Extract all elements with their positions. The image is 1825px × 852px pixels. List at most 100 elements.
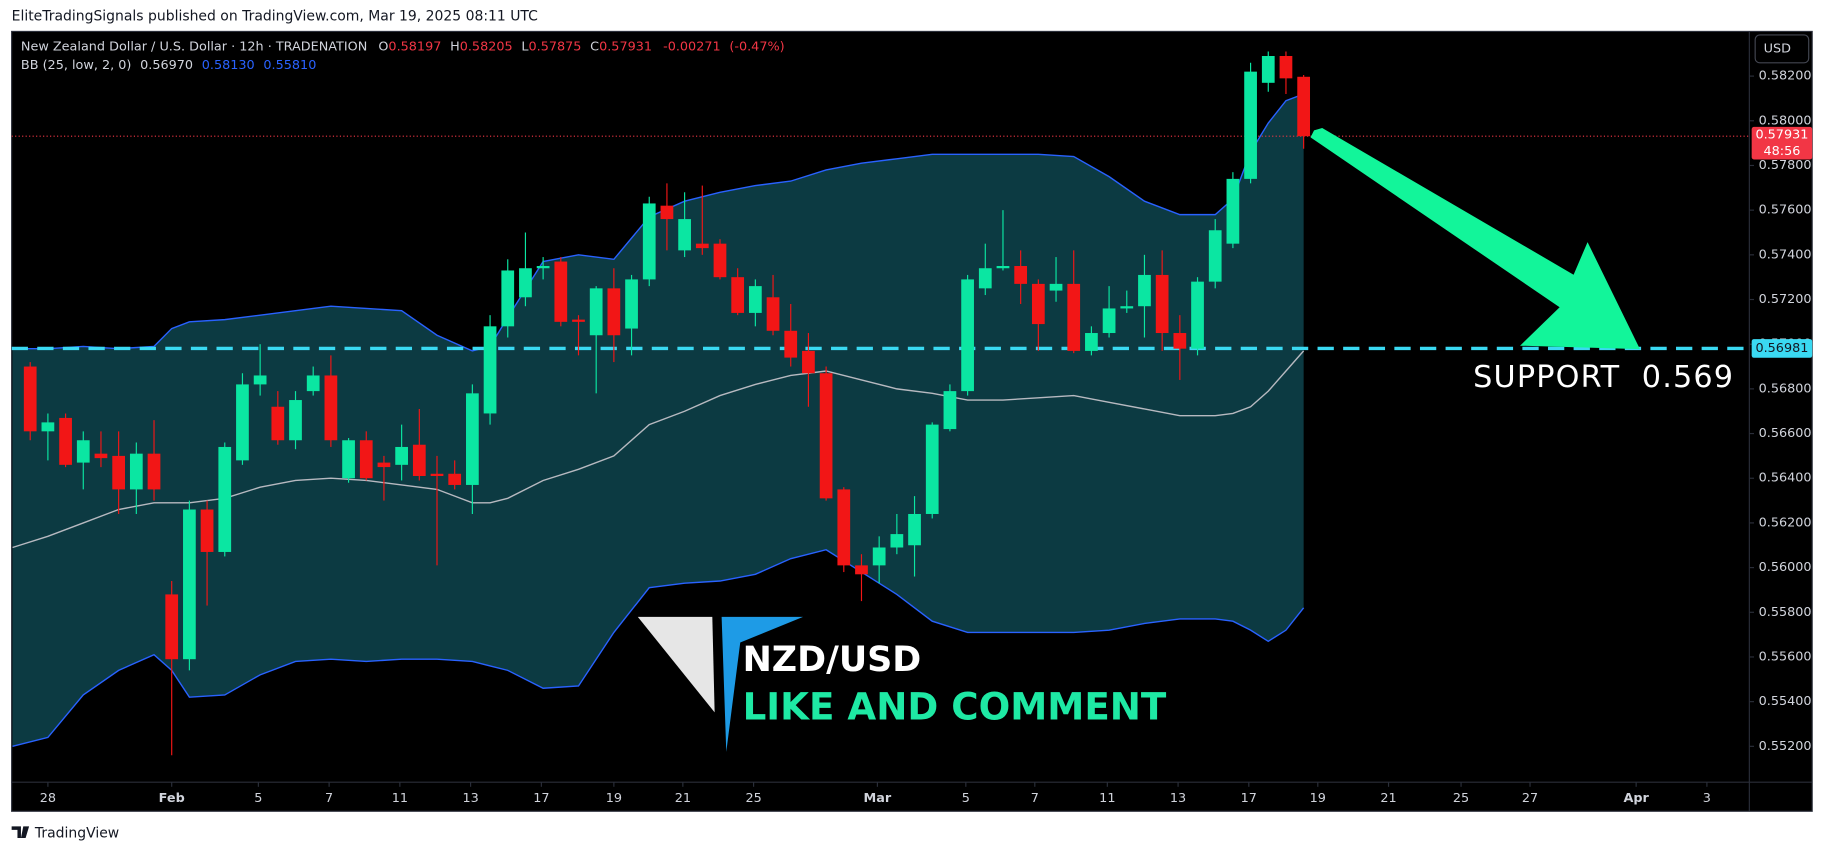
x-tick-label: 3: [1703, 791, 1711, 806]
candle-body: [483, 326, 497, 414]
candle-body: [1031, 283, 1045, 325]
candle-body: [236, 384, 249, 461]
candle-body: [1014, 266, 1028, 284]
candle-body: [306, 375, 320, 392]
candle-body: [961, 279, 974, 392]
indicator-upper: 0.58130: [202, 58, 255, 73]
candle-body: [1191, 281, 1204, 349]
candle-body: [129, 453, 143, 490]
candle-body: [837, 489, 851, 566]
candle-body: [466, 393, 479, 485]
symbol-title: New Zealand Dollar / U.S. Dollar · 12h ·…: [21, 39, 367, 54]
countdown-label: 48:56: [1763, 144, 1800, 159]
candle-body: [625, 279, 638, 329]
candle-body: [1279, 56, 1293, 79]
publish-header: EliteTradingSignals published on Trading…: [12, 8, 538, 24]
x-tick-label: 21: [675, 791, 691, 806]
candle-body: [731, 277, 745, 313]
y-tick-label: 0.55600: [1759, 649, 1812, 664]
candle-body: [183, 509, 196, 660]
candle-body: [766, 297, 780, 331]
y-tick-label: 0.56800: [1759, 381, 1812, 396]
candle-body: [112, 455, 126, 490]
tv-logo: [11, 826, 30, 839]
candle-body: [572, 319, 585, 322]
y-tick-label: 0.55200: [1759, 739, 1812, 754]
x-tick-label: 27: [1522, 791, 1538, 806]
ohlc-value: 0.57875: [529, 39, 582, 54]
y-tick-label: 0.56400: [1759, 471, 1812, 486]
ohlc-key: L: [521, 39, 529, 54]
change: -0.00271: [663, 39, 721, 54]
support-tag-label: 0.56981: [1755, 341, 1808, 356]
y-tick-label: 0.57400: [1759, 247, 1812, 262]
candle-body: [978, 268, 992, 289]
candle-body: [802, 350, 815, 374]
candle-body: [890, 534, 904, 548]
candle-body: [448, 473, 462, 485]
candle-body: [784, 330, 798, 358]
x-tick-label: 11: [1099, 791, 1115, 806]
y-tick-label: 0.58000: [1759, 113, 1812, 128]
plot-area: [11, 51, 1750, 756]
candle-body: [908, 513, 921, 546]
x-tick-label: 25: [745, 791, 761, 806]
x-tick-label: 5: [962, 791, 970, 806]
currency-button[interactable]: [1754, 34, 1810, 64]
ohlc-value: 0.58197: [388, 39, 441, 54]
y-tick-label: 0.56200: [1759, 515, 1812, 530]
x-tick-label: 11: [392, 791, 408, 806]
y-tick-label: 0.57800: [1759, 158, 1812, 173]
candle-body: [377, 462, 391, 468]
last-price-tag: [1751, 126, 1813, 160]
candle-body: [1226, 178, 1240, 244]
candle-body: [1049, 283, 1063, 291]
candle-body: [819, 373, 833, 499]
y-tick-label: 0.55400: [1759, 694, 1812, 709]
last-price-label: 0.57931: [1755, 128, 1808, 143]
support-tag: [1751, 339, 1813, 358]
candle-body: [253, 375, 267, 385]
x-tick-label: 5: [254, 791, 262, 806]
indicator-legend: BB (25, low, 2, 0) 0.56970 0.58130 0.558…: [21, 58, 316, 73]
candle-body: [642, 203, 656, 280]
y-tick-label: 0.56000: [1759, 560, 1812, 575]
candle-body: [1173, 333, 1187, 349]
y-tick-label: 0.57200: [1759, 292, 1812, 307]
ohlc-value: 0.58205: [460, 39, 513, 54]
band-lower: [12, 548, 1305, 748]
x-tick-label: 7: [1031, 791, 1039, 806]
indicator-lower: 0.55810: [263, 58, 316, 73]
x-tick-label: 25: [1453, 791, 1469, 806]
pair-annotation: NZD/USD: [743, 640, 922, 680]
candle-body: [1297, 76, 1311, 137]
candle-body: [607, 288, 621, 336]
candle-body: [536, 266, 550, 269]
candle-body: [1244, 71, 1257, 179]
cta-annotation: LIKE AND COMMENT: [743, 684, 1167, 728]
candle-body: [271, 406, 285, 441]
candle-body: [996, 266, 1010, 269]
candle-body: [342, 440, 355, 479]
candle-body: [943, 391, 957, 430]
x-tick-label: 7: [325, 791, 333, 806]
x-tick-label: 19: [606, 791, 622, 806]
candle-body: [1208, 230, 1222, 282]
candle-body: [23, 366, 37, 432]
candle-body: [1102, 308, 1116, 334]
candle-body: [289, 400, 302, 441]
candle-body: [218, 446, 232, 552]
candle-body: [147, 453, 161, 490]
candle-body: [359, 440, 373, 479]
logo-blue: [721, 616, 804, 752]
candle-body: [501, 270, 515, 327]
candle-body: [660, 205, 674, 220]
indicator-label: BB (25, low, 2, 0): [21, 58, 131, 73]
change-pct: (-0.47%): [729, 39, 784, 54]
legend-line: New Zealand Dollar / U.S. Dollar · 12h ·…: [21, 39, 785, 54]
candle-body: [412, 444, 426, 477]
x-tick-label: 17: [533, 791, 549, 806]
footer-brand: TradingView: [34, 825, 119, 841]
candle-body: [1067, 283, 1081, 351]
